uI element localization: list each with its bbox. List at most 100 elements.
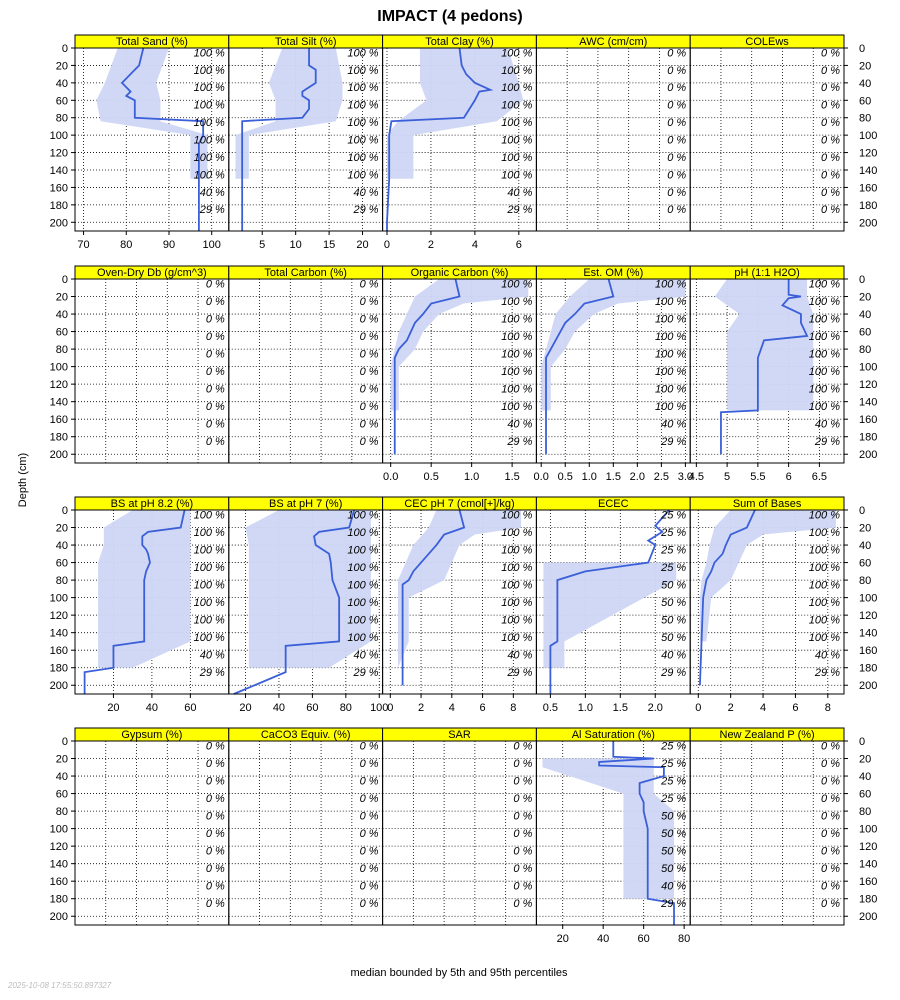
percent-label: 100 % (347, 544, 378, 556)
percent-label: 0 % (821, 117, 840, 129)
y-tick-label-left: 40 (56, 78, 68, 90)
percent-label: 100 % (347, 615, 378, 627)
percent-label: 40 % (661, 650, 686, 662)
percent-label: 100 % (501, 401, 532, 413)
y-tick-label-left: 0 (62, 274, 68, 286)
y-tick-label-right: 120 (859, 379, 877, 391)
panel-4: COLEws 0 % 0 % 0 % 0 % 0 % 0 % 0 % 0 % 0 % 0 % (689, 34, 845, 232)
x-tick-label: 4 (449, 702, 455, 714)
percent-label: 100 % (655, 296, 686, 308)
percent-label: 0 % (360, 436, 379, 448)
x-tick-label: 20 (356, 239, 368, 251)
panel-13: ECEC 25 % 25 % 25 % 25 % 50 % 50 % 50 % 50 % 40 %… (535, 496, 691, 714)
percent-label: 0 % (513, 846, 532, 858)
percent-label: 0 % (206, 436, 225, 448)
percent-label: 0 % (821, 204, 840, 216)
panel-15: Gypsum (%) 0 % 0 % 0 % 0 % 0 % 0 % 0 % 0 % 0 % 0 % (74, 727, 230, 926)
y-tick-label-right: 0 (859, 505, 865, 517)
median-line (598, 741, 675, 925)
x-tick-label: 0.0 (534, 471, 549, 483)
median-line (386, 47, 494, 231)
y-tick-label-right: 140 (859, 397, 877, 409)
x-tick-label: 0.5 (543, 702, 558, 714)
y-tick-label-left: 100 (50, 130, 68, 142)
panel-frame (689, 740, 845, 926)
y-tick-label-right: 180 (859, 894, 877, 906)
percent-label: 0 % (206, 740, 225, 752)
y-tick-label-right: 60 (859, 789, 871, 801)
percent-label: 0 % (206, 775, 225, 787)
percent-label: 100 % (655, 384, 686, 396)
panel-14: Sum of Bases 100 % 100 % 100 % 100 % 100 % 100… (689, 496, 845, 714)
x-tick-label: 5 (259, 239, 265, 251)
y-tick-label-left: 60 (56, 95, 68, 107)
y-tick-label-left: 40 (56, 540, 68, 552)
panel-title: Gypsum (%) (121, 729, 182, 741)
percent-label: 0 % (206, 331, 225, 343)
percent-label: 100 % (194, 615, 225, 627)
y-tick-label-right: 100 (859, 130, 877, 142)
x-axis-label: median bounded by 5th and 95th percentil… (350, 967, 568, 979)
percent-label: 0 % (206, 419, 225, 431)
percent-label: 29 % (506, 667, 532, 679)
percent-label: 0 % (206, 313, 225, 325)
y-tick-label-left: 200 (50, 680, 68, 692)
percent-label: 40 % (200, 187, 225, 199)
y-tick-label-left: 80 (56, 113, 68, 125)
y-tick-label-left: 100 (50, 824, 68, 836)
y-tick-label-right: 20 (859, 754, 871, 766)
percent-label: 0 % (360, 740, 379, 752)
percent-label: 29 % (353, 667, 379, 679)
percent-label: 50 % (661, 579, 686, 591)
median-line (699, 509, 756, 686)
y-tick-label-left: 120 (50, 148, 68, 160)
percent-label: 40 % (354, 650, 379, 662)
panel-18: Al Saturation (%) 25 % 25 % 25 % 25 % 50 % 50 … (535, 727, 691, 945)
percent-label: 0 % (206, 863, 225, 875)
percent-label: 0 % (360, 881, 379, 893)
x-tick-label: 80 (340, 702, 352, 714)
percent-label: 0 % (821, 793, 840, 805)
percent-label: 100 % (347, 169, 378, 181)
percent-label: 0 % (821, 758, 840, 770)
percentile-band (96, 48, 208, 179)
percent-label: 100 % (809, 632, 840, 644)
panel-title: CaCO3 Equiv. (%) (261, 729, 351, 741)
percent-label: 100 % (501, 296, 532, 308)
x-tick-label: 100 (370, 702, 388, 714)
percent-label: 0 % (513, 881, 532, 893)
y-axis-label: Depth (cm) (17, 453, 29, 507)
percent-label: 100 % (501, 597, 532, 609)
percent-label: 100 % (194, 562, 225, 574)
percent-label: 0 % (821, 846, 840, 858)
y-tick-label-right: 120 (859, 148, 877, 160)
percent-label: 50 % (661, 597, 686, 609)
y-tick-label-left: 20 (56, 60, 68, 72)
x-tick-label: 4 (472, 239, 478, 251)
percent-label: 100 % (347, 562, 378, 574)
y-tick-label-left: 200 (50, 911, 68, 923)
percent-label: 100 % (347, 117, 378, 129)
y-tick-label-right: 140 (859, 628, 877, 640)
percent-label: 0 % (206, 348, 225, 360)
percent-label: 100 % (501, 135, 532, 147)
percent-label: 0 % (821, 135, 840, 147)
percent-label: 100 % (809, 348, 840, 360)
percent-label: 50 % (661, 810, 686, 822)
y-tick-label-left: 80 (56, 806, 68, 818)
y-tick-label-left: 40 (56, 309, 68, 321)
percent-label: 100 % (194, 169, 225, 181)
percent-label: 40 % (507, 650, 532, 662)
median-line (720, 279, 809, 455)
percent-label: 50 % (661, 863, 686, 875)
percent-label: 29 % (353, 204, 379, 216)
y-tick-label-left: 120 (50, 841, 68, 853)
percent-label: 100 % (347, 597, 378, 609)
percent-label: 29 % (199, 667, 225, 679)
x-tick-label: 0.0 (383, 471, 398, 483)
y-tick-label-right: 120 (859, 841, 877, 853)
y-tick-label-right: 200 (859, 680, 877, 692)
percent-label: 100 % (347, 509, 378, 521)
percent-label: 100 % (809, 313, 840, 325)
y-tick-label-left: 20 (56, 292, 68, 304)
